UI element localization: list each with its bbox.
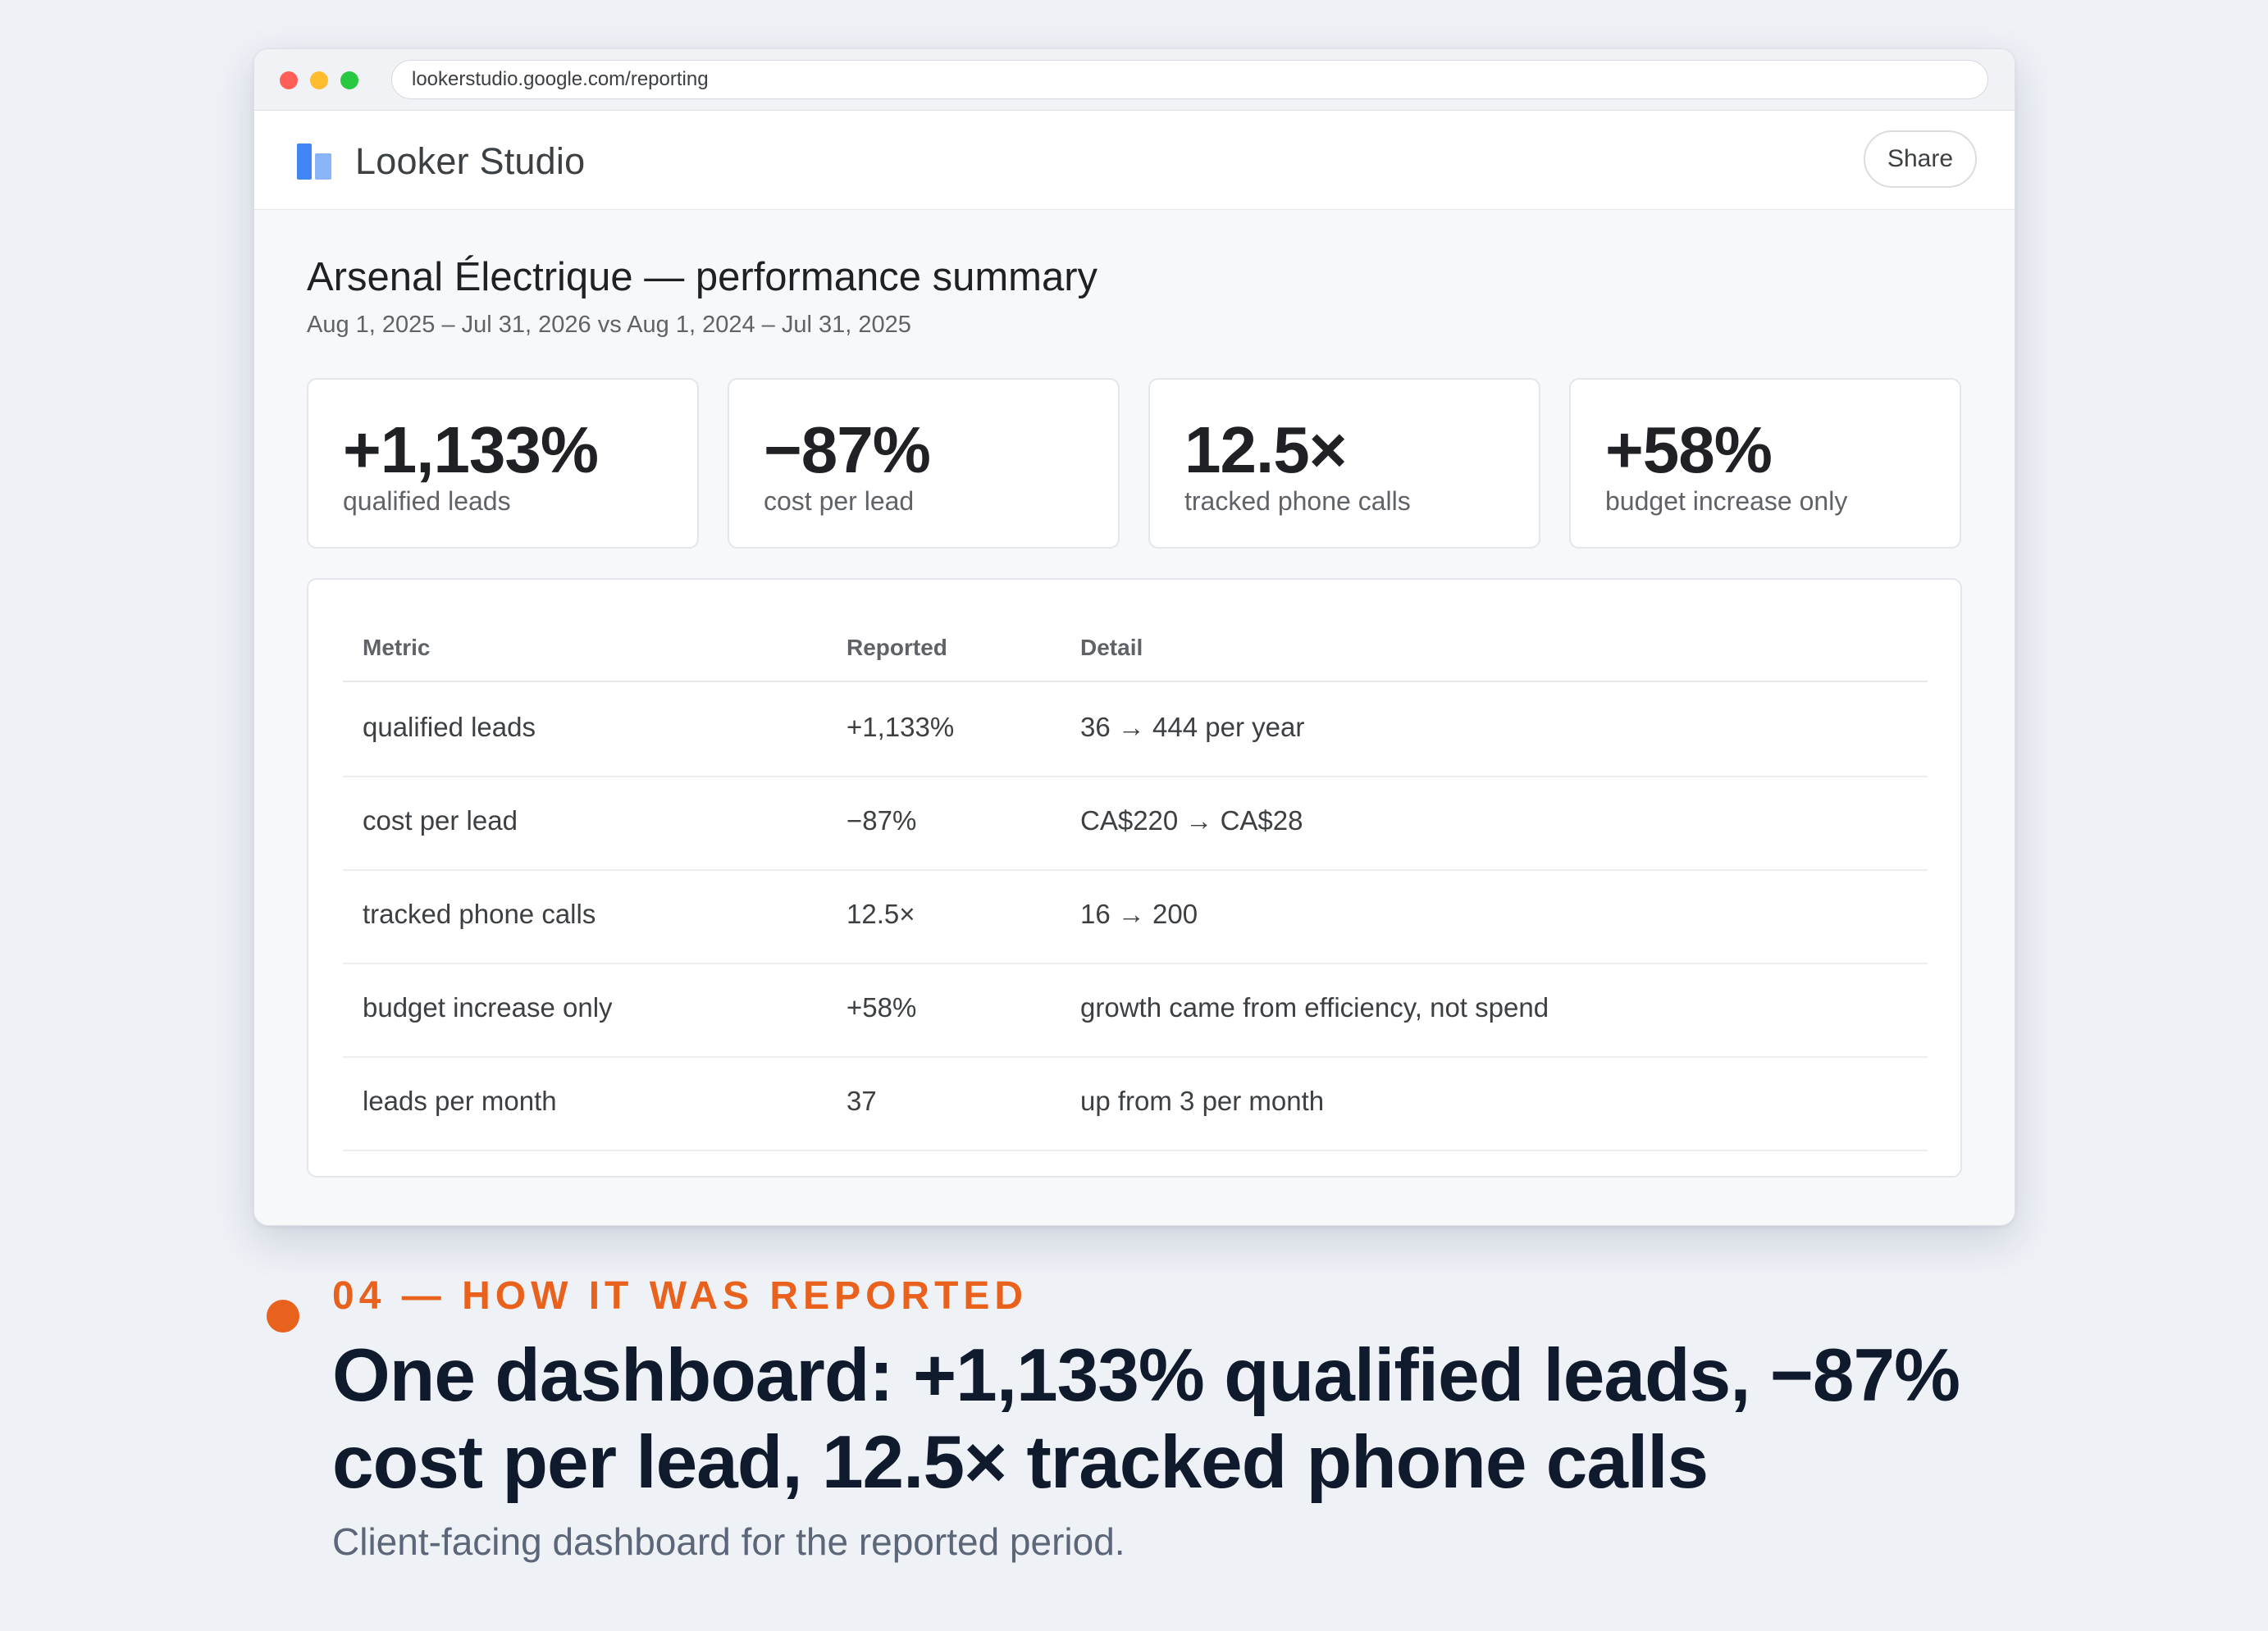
section-eyebrow: 04 — HOW IT WAS REPORTED (332, 1274, 1029, 1318)
section-headline: One dashboard: +1,133% qualified leads, … (332, 1334, 1960, 1504)
minimize-window-dot[interactable] (310, 71, 328, 89)
cell-detail: 16 → 200 (1080, 899, 1198, 929)
kpi-card-tracked-phone-calls: 12.5× tracked phone calls (1148, 378, 1540, 549)
cell-detail: 36 → 444 per year (1080, 712, 1305, 742)
table-row: budget increase only +58% growth came fr… (343, 963, 1928, 1058)
kpi-label: tracked phone calls (1184, 486, 1411, 516)
table-row: qualified leads +1,133% 36 → 444 per yea… (343, 682, 1928, 777)
kpi-value: −87% (764, 413, 931, 486)
kpi-value: +1,133% (343, 413, 599, 486)
column-header-metric[interactable]: Metric (363, 635, 431, 660)
kpi-card-budget-increase: +58% budget increase only (1569, 378, 1961, 549)
browser-window: lookerstudio.google.com/reporting Looker… (253, 48, 2015, 1226)
app-name: Looker Studio (355, 140, 586, 182)
kpi-label: budget increase only (1605, 486, 1848, 516)
cell-metric: qualified leads (363, 712, 536, 742)
cell-reported: +1,133% (847, 712, 955, 742)
looker-studio-logo-icon (297, 144, 335, 180)
kpi-value: +58% (1605, 413, 1773, 486)
column-header-reported[interactable]: Reported (847, 635, 947, 660)
cell-detail: CA$220 → CA$28 (1080, 805, 1303, 836)
cell-detail: up from 3 per month (1080, 1086, 1325, 1116)
maximize-window-dot[interactable] (340, 71, 358, 89)
metrics-table: Metric Reported Detail qualified leads +… (307, 578, 1962, 1178)
kpi-value: 12.5× (1184, 413, 1347, 486)
cell-metric: budget increase only (363, 992, 613, 1023)
app-header: Looker Studio Share (254, 111, 2015, 210)
table-header-row: Metric Reported Detail (343, 617, 1928, 682)
cell-metric: leads per month (363, 1086, 557, 1116)
kpi-card-qualified-leads: +1,133% qualified leads (307, 378, 699, 549)
cell-reported: −87% (847, 805, 917, 836)
cell-detail: growth came from efficiency, not spend (1080, 992, 1549, 1023)
section-bullet-icon (267, 1300, 299, 1333)
share-button[interactable]: Share (1864, 130, 1977, 188)
cell-reported: +58% (847, 992, 917, 1023)
table-row: tracked phone calls 12.5× 16 → 200 (343, 869, 1928, 964)
section-subtitle: Client-facing dashboard for the reported… (332, 1520, 1125, 1563)
cell-reported: 12.5× (847, 899, 915, 929)
cell-metric: cost per lead (363, 805, 518, 836)
close-window-dot[interactable] (280, 71, 298, 89)
cell-reported: 37 (847, 1086, 877, 1116)
kpi-label: qualified leads (343, 486, 511, 516)
kpi-card-cost-per-lead: −87% cost per lead (728, 378, 1120, 549)
table-row: leads per month 37 up from 3 per month (343, 1056, 1928, 1151)
report-date-range: Aug 1, 2025 – Jul 31, 2026 vs Aug 1, 202… (307, 312, 911, 338)
table-row: cost per lead −87% CA$220 → CA$28 (343, 776, 1928, 871)
address-bar[interactable]: lookerstudio.google.com/reporting (391, 60, 1988, 99)
browser-chrome: lookerstudio.google.com/reporting (254, 49, 2015, 111)
report-title: Arsenal Électrique — performance summary (307, 255, 1098, 299)
kpi-label: cost per lead (764, 486, 915, 516)
column-header-detail[interactable]: Detail (1080, 635, 1143, 660)
cell-metric: tracked phone calls (363, 899, 596, 929)
address-bar-url: lookerstudio.google.com/reporting (412, 68, 709, 90)
